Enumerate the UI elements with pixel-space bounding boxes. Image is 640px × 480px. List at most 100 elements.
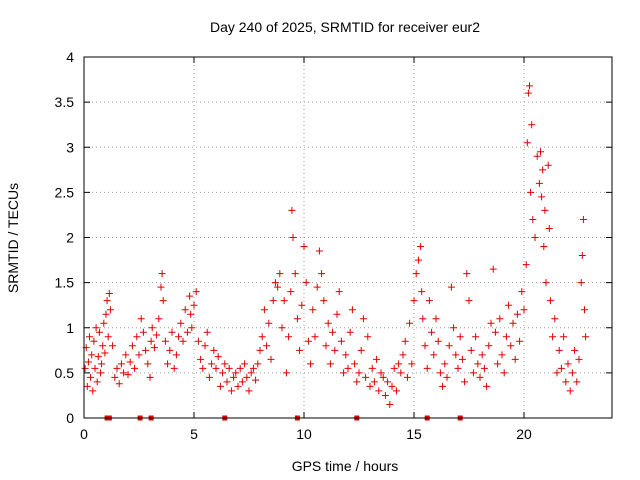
data-point (254, 360, 262, 368)
data-point (469, 369, 477, 377)
axis-tick-labels: 0 0.5 1 1.5 2 2.5 3 3.5 4 0 5 10 15 20 (55, 49, 532, 442)
data-point (375, 387, 383, 395)
data-point (170, 364, 178, 372)
data-point (564, 360, 572, 368)
data-point (164, 360, 172, 368)
data-point (386, 400, 394, 408)
plot-frame (83, 56, 613, 419)
data-point (311, 333, 319, 341)
data-point (578, 252, 586, 260)
data-point (263, 342, 271, 350)
data-point (187, 310, 195, 318)
data-point (434, 337, 442, 345)
data-point (225, 364, 233, 372)
data-point (256, 346, 264, 354)
data-point (105, 289, 113, 297)
data-point (509, 319, 517, 327)
data-point (241, 360, 249, 368)
data-point (197, 355, 205, 363)
data-point (522, 261, 530, 269)
data-point (212, 364, 220, 372)
data-point (381, 391, 389, 399)
data-point (364, 333, 372, 341)
data-point (540, 243, 548, 251)
data-point (159, 297, 167, 305)
data-point (494, 360, 502, 368)
data-point (346, 328, 354, 336)
x-tick-label: 20 (516, 426, 532, 442)
data-point (342, 351, 350, 359)
y-tick-label: 1.5 (55, 275, 75, 291)
data-point (199, 364, 207, 372)
data-point (511, 355, 519, 363)
data-point (146, 373, 154, 381)
data-point (94, 353, 102, 361)
data-point (271, 279, 279, 287)
data-point (153, 331, 161, 339)
y-tick-label: 2.5 (55, 184, 75, 200)
data-point (320, 297, 328, 305)
data-point (571, 346, 579, 354)
data-point (489, 265, 497, 273)
data-point (418, 288, 426, 296)
data-point (568, 369, 576, 377)
data-point (535, 179, 543, 187)
data-point (216, 382, 224, 390)
data-point (267, 355, 275, 363)
data-point (84, 358, 92, 366)
data-point (214, 353, 222, 361)
data-point (419, 315, 427, 323)
data-point (518, 288, 526, 296)
data-point (168, 328, 176, 336)
data-points (81, 82, 590, 408)
data-point (423, 364, 431, 372)
y-tick-label: 3 (66, 139, 74, 155)
data-point (507, 342, 515, 350)
data-point (302, 279, 310, 287)
data-point (100, 319, 108, 327)
data-point (192, 288, 200, 296)
data-point (432, 315, 440, 323)
data-point (439, 382, 447, 390)
data-point (443, 373, 451, 381)
data-point (357, 346, 365, 354)
data-point (95, 328, 103, 336)
data-point (135, 351, 143, 359)
data-point (298, 301, 306, 309)
data-point (120, 369, 128, 377)
data-point (542, 279, 550, 287)
data-point (529, 215, 537, 223)
data-point (395, 360, 403, 368)
data-point (285, 333, 293, 341)
data-point (137, 315, 145, 323)
data-point (98, 360, 106, 368)
x-tick-label: 10 (296, 426, 312, 442)
data-point (93, 378, 101, 386)
data-point (122, 351, 130, 359)
data-point (291, 270, 299, 278)
data-point (410, 297, 418, 305)
data-point (458, 355, 466, 363)
data-point (210, 346, 218, 354)
data-point (97, 369, 104, 377)
data-point (370, 378, 378, 386)
data-point (102, 310, 110, 318)
data-point (329, 328, 337, 336)
data-point (111, 373, 119, 381)
data-point (456, 333, 464, 341)
data-point (109, 342, 117, 350)
data-point (128, 342, 136, 350)
data-point (117, 360, 125, 368)
data-point (541, 206, 549, 214)
data-point (579, 215, 587, 223)
data-point (203, 328, 211, 336)
y-tick-label: 1 (66, 320, 74, 336)
data-point (430, 351, 438, 359)
data-point (175, 333, 183, 341)
data-point (549, 333, 557, 341)
data-point (194, 337, 202, 345)
data-point (139, 328, 147, 336)
data-point (304, 337, 312, 345)
data-point (331, 346, 339, 354)
data-point (551, 315, 559, 323)
